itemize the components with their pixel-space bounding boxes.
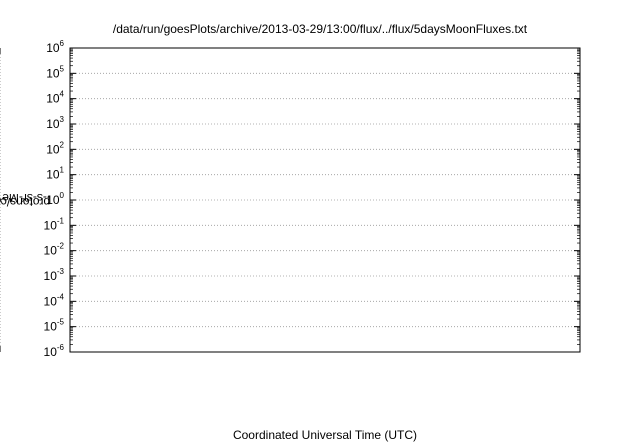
y-tick-label: 104 bbox=[46, 90, 64, 106]
y-tick-label: 10-4 bbox=[44, 292, 65, 308]
y-tick-label: 103 bbox=[46, 115, 64, 131]
x-axis-label: Coordinated Universal Time (UTC) bbox=[232, 428, 418, 442]
chart-title: /data/run/goesPlots/archive/2013-03-29/1… bbox=[112, 22, 528, 36]
y-tick-label: 106 bbox=[46, 39, 64, 55]
y-tick-label: 101 bbox=[46, 166, 64, 182]
y-tick-label: 10-3 bbox=[44, 267, 65, 283]
y-tick-label: 10-2 bbox=[44, 242, 65, 258]
y-tick-label: 10-6 bbox=[44, 343, 65, 359]
y-tick-label: 10-5 bbox=[44, 318, 65, 334]
y-tick-label: 100 bbox=[46, 191, 64, 207]
y-tick-label: 102 bbox=[46, 140, 64, 156]
y-tick-label: 10-1 bbox=[44, 216, 65, 232]
y-tick-label: 105 bbox=[46, 64, 64, 80]
